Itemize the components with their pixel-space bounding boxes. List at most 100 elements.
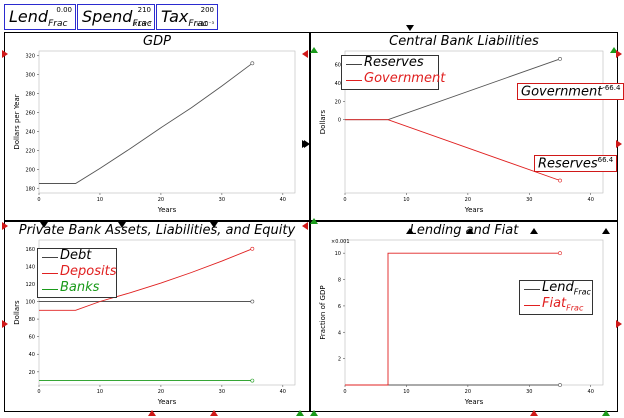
x-tick-label: 30 [219,197,225,203]
port-arrow-icon [2,50,8,58]
y-tick-label: 2 [338,357,341,363]
series-end-marker [250,378,255,383]
y-multiplier: ×0.001 [331,239,350,245]
param-name: TaxFrac [161,7,208,30]
x-axis-label: Years [464,206,484,214]
port-arrow-icon [118,222,126,228]
port-arrow-icon [310,218,318,224]
port-arrow-icon [40,222,48,228]
x-axis-label: Years [157,206,177,214]
y-tick-label: 40 [335,81,341,87]
lending-fiat-chart: 0 10 20 30 40 2 4 6 8 10 Years Fraction of GDP [319,239,604,406]
port-arrow-icon [148,410,156,416]
x-tick-label: 0 [37,197,40,203]
port-arrow-icon [310,47,318,53]
port-arrow-icon [530,228,538,234]
param-name: SpendFrac [82,7,152,30]
x-tick-label: 10 [403,197,409,203]
y-tick-label: 300 [25,73,35,79]
y-tick-label: 80 [29,317,35,323]
port-arrow-icon [602,228,610,234]
chart-legend: LendFrac FiatFrac [519,280,593,315]
series-end-marker [558,251,562,256]
series-line [345,252,560,386]
param-lend-frac[interactable]: LendFrac 0.00 [4,4,76,30]
port-arrow-icon [530,410,538,416]
y-tick-label: 20 [335,99,341,105]
param-value: 210 [137,6,151,14]
panel-title: Central Bank Liabilities [389,34,539,49]
x-tick-label: 10 [403,389,409,395]
port-arrow-icon [616,50,622,58]
param-value: 200 [200,6,214,14]
port-arrow-icon [310,410,318,416]
port-arrow-icon [210,410,218,416]
central-bank-chart: 0 10 20 30 40 0 20 40 60 Years Dollars [319,50,604,214]
private-bank-panel[interactable]: Private Bank Assets, Liabilities, and Eq… [4,221,310,412]
y-tick-label: 200 [25,167,35,173]
y-tick-label: 220 [25,148,35,154]
port-arrow-icon [610,47,618,53]
gdp-chart: 0 10 20 30 40 180 200 220 240 260 280 300 320 Years Do… [13,50,296,214]
port-arrow-icon [466,228,474,234]
y-tick-label: 280 [25,92,35,98]
param-spend-frac[interactable]: SpendFrac 210 ×10⁻³ [77,4,155,30]
plot-area [344,50,604,194]
x-tick-label: 0 [343,197,346,203]
y-tick-label: 240 [25,129,35,135]
gdp-panel[interactable]: GDP 0 10 20 30 40 180 200 220 240 260 280 300 320 Yea… [4,32,310,221]
y-axis-label: Dollars per Year [13,94,21,149]
y-tick-label: 60 [29,335,35,341]
plot-area [38,239,296,386]
legend-label: Deposits [60,264,117,279]
reserves-callout: Reserves66.4 [534,155,618,173]
param-value: 0.00 [56,6,72,14]
param-tax-frac[interactable]: TaxFrac 200 ×10⁻³ [156,4,218,30]
series-end-marker [558,56,562,61]
panel-title: Private Bank Assets, Liabilities, and Eq… [18,223,296,238]
port-arrow-icon [406,228,414,234]
panel-title: GDP [143,34,171,49]
y-tick-label: 260 [25,111,35,117]
port-arrow-icon [296,410,304,416]
x-tick-label: 20 [158,197,164,203]
y-tick-label: 100 [25,300,35,306]
param-name: LendFrac [9,7,68,30]
x-tick-label: 20 [465,389,471,395]
series-end-marker [558,383,562,387]
private-bank-chart: 0 10 20 30 40 20 40 60 80 100 120 140 160 Years Dollar… [13,239,296,406]
x-tick-label: 10 [97,389,103,395]
government-callout: Government-66.4 [517,83,624,101]
central-bank-panel[interactable]: Central Bank Liabilities 0 10 20 30 40 0 20 40 6… [310,32,624,221]
x-axis-label: Years [157,398,177,406]
y-tick-label: 8 [338,278,341,284]
port-arrow-icon [406,25,414,31]
series-line [345,119,561,181]
legend-label: Government [364,71,446,86]
y-tick-label: 4 [338,330,341,336]
x-tick-label: 0 [37,389,40,395]
y-tick-label: 10 [335,251,341,257]
port-arrow-icon [302,50,308,58]
series-end-marker [558,178,562,183]
x-tick-label: 30 [526,197,532,203]
plot-area [38,50,296,194]
x-tick-label: 20 [158,389,164,395]
chart-legend: Debt Deposits Banks [37,248,117,298]
param-multiplier: ×10⁻³ [195,21,214,28]
y-axis-label: Dollars [13,300,21,325]
x-axis-label: Years [464,398,484,406]
x-tick-label: 40 [588,389,594,395]
y-tick-label: 60 [335,63,341,69]
series-end-marker [250,246,255,251]
x-tick-label: 0 [343,389,346,395]
y-tick-label: 6 [338,304,341,310]
x-tick-label: 30 [526,389,532,395]
port-arrow-icon [2,222,8,230]
port-arrow-icon [602,410,610,416]
port-arrow-icon [304,140,310,148]
port-arrow-icon [302,222,308,230]
legend-label: Reserves [364,55,424,70]
x-tick-label: 40 [588,197,594,203]
lending-fiat-panel[interactable]: Lending and Fiat 0 10 20 30 40 2 4 6 8 10 Years Fra… [310,221,618,412]
